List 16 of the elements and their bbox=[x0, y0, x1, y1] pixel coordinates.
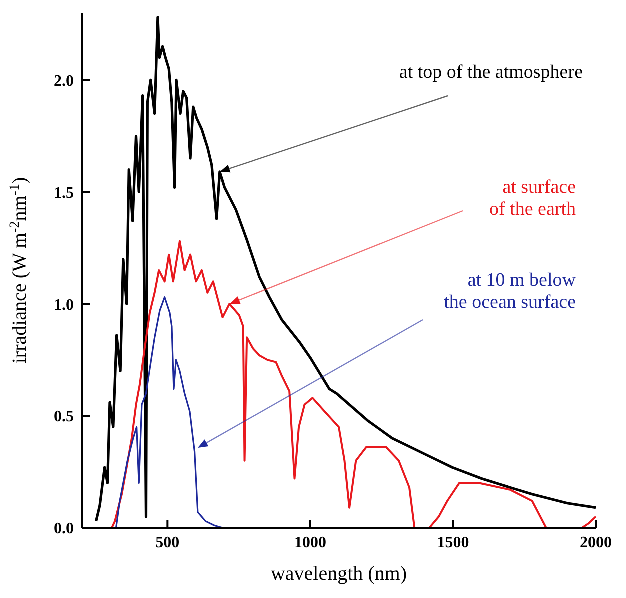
x-tick-label: 500 bbox=[156, 534, 180, 552]
x-axis-title: wavelength (nm) bbox=[270, 563, 408, 585]
annotation: at 10 m below the ocean surface bbox=[444, 270, 576, 313]
y-tick-label: 1.5 bbox=[54, 184, 74, 202]
line-series bbox=[110, 240, 596, 528]
annotation: at surface of the earth bbox=[489, 177, 576, 220]
line-series bbox=[115, 296, 224, 528]
annotation: at top of the atmosphere bbox=[399, 62, 583, 83]
y-tick-label: 2.0 bbox=[54, 72, 74, 90]
y-tick-label: 0.5 bbox=[54, 408, 74, 426]
x-tick-label: 2000 bbox=[580, 534, 612, 552]
x-tick-label: 1500 bbox=[437, 534, 470, 552]
x-tick-label: 1000 bbox=[294, 534, 326, 552]
y-tick-label: 0.0 bbox=[54, 520, 74, 538]
line-series bbox=[94, 16, 596, 523]
y-tick-label: 1.0 bbox=[54, 296, 74, 314]
